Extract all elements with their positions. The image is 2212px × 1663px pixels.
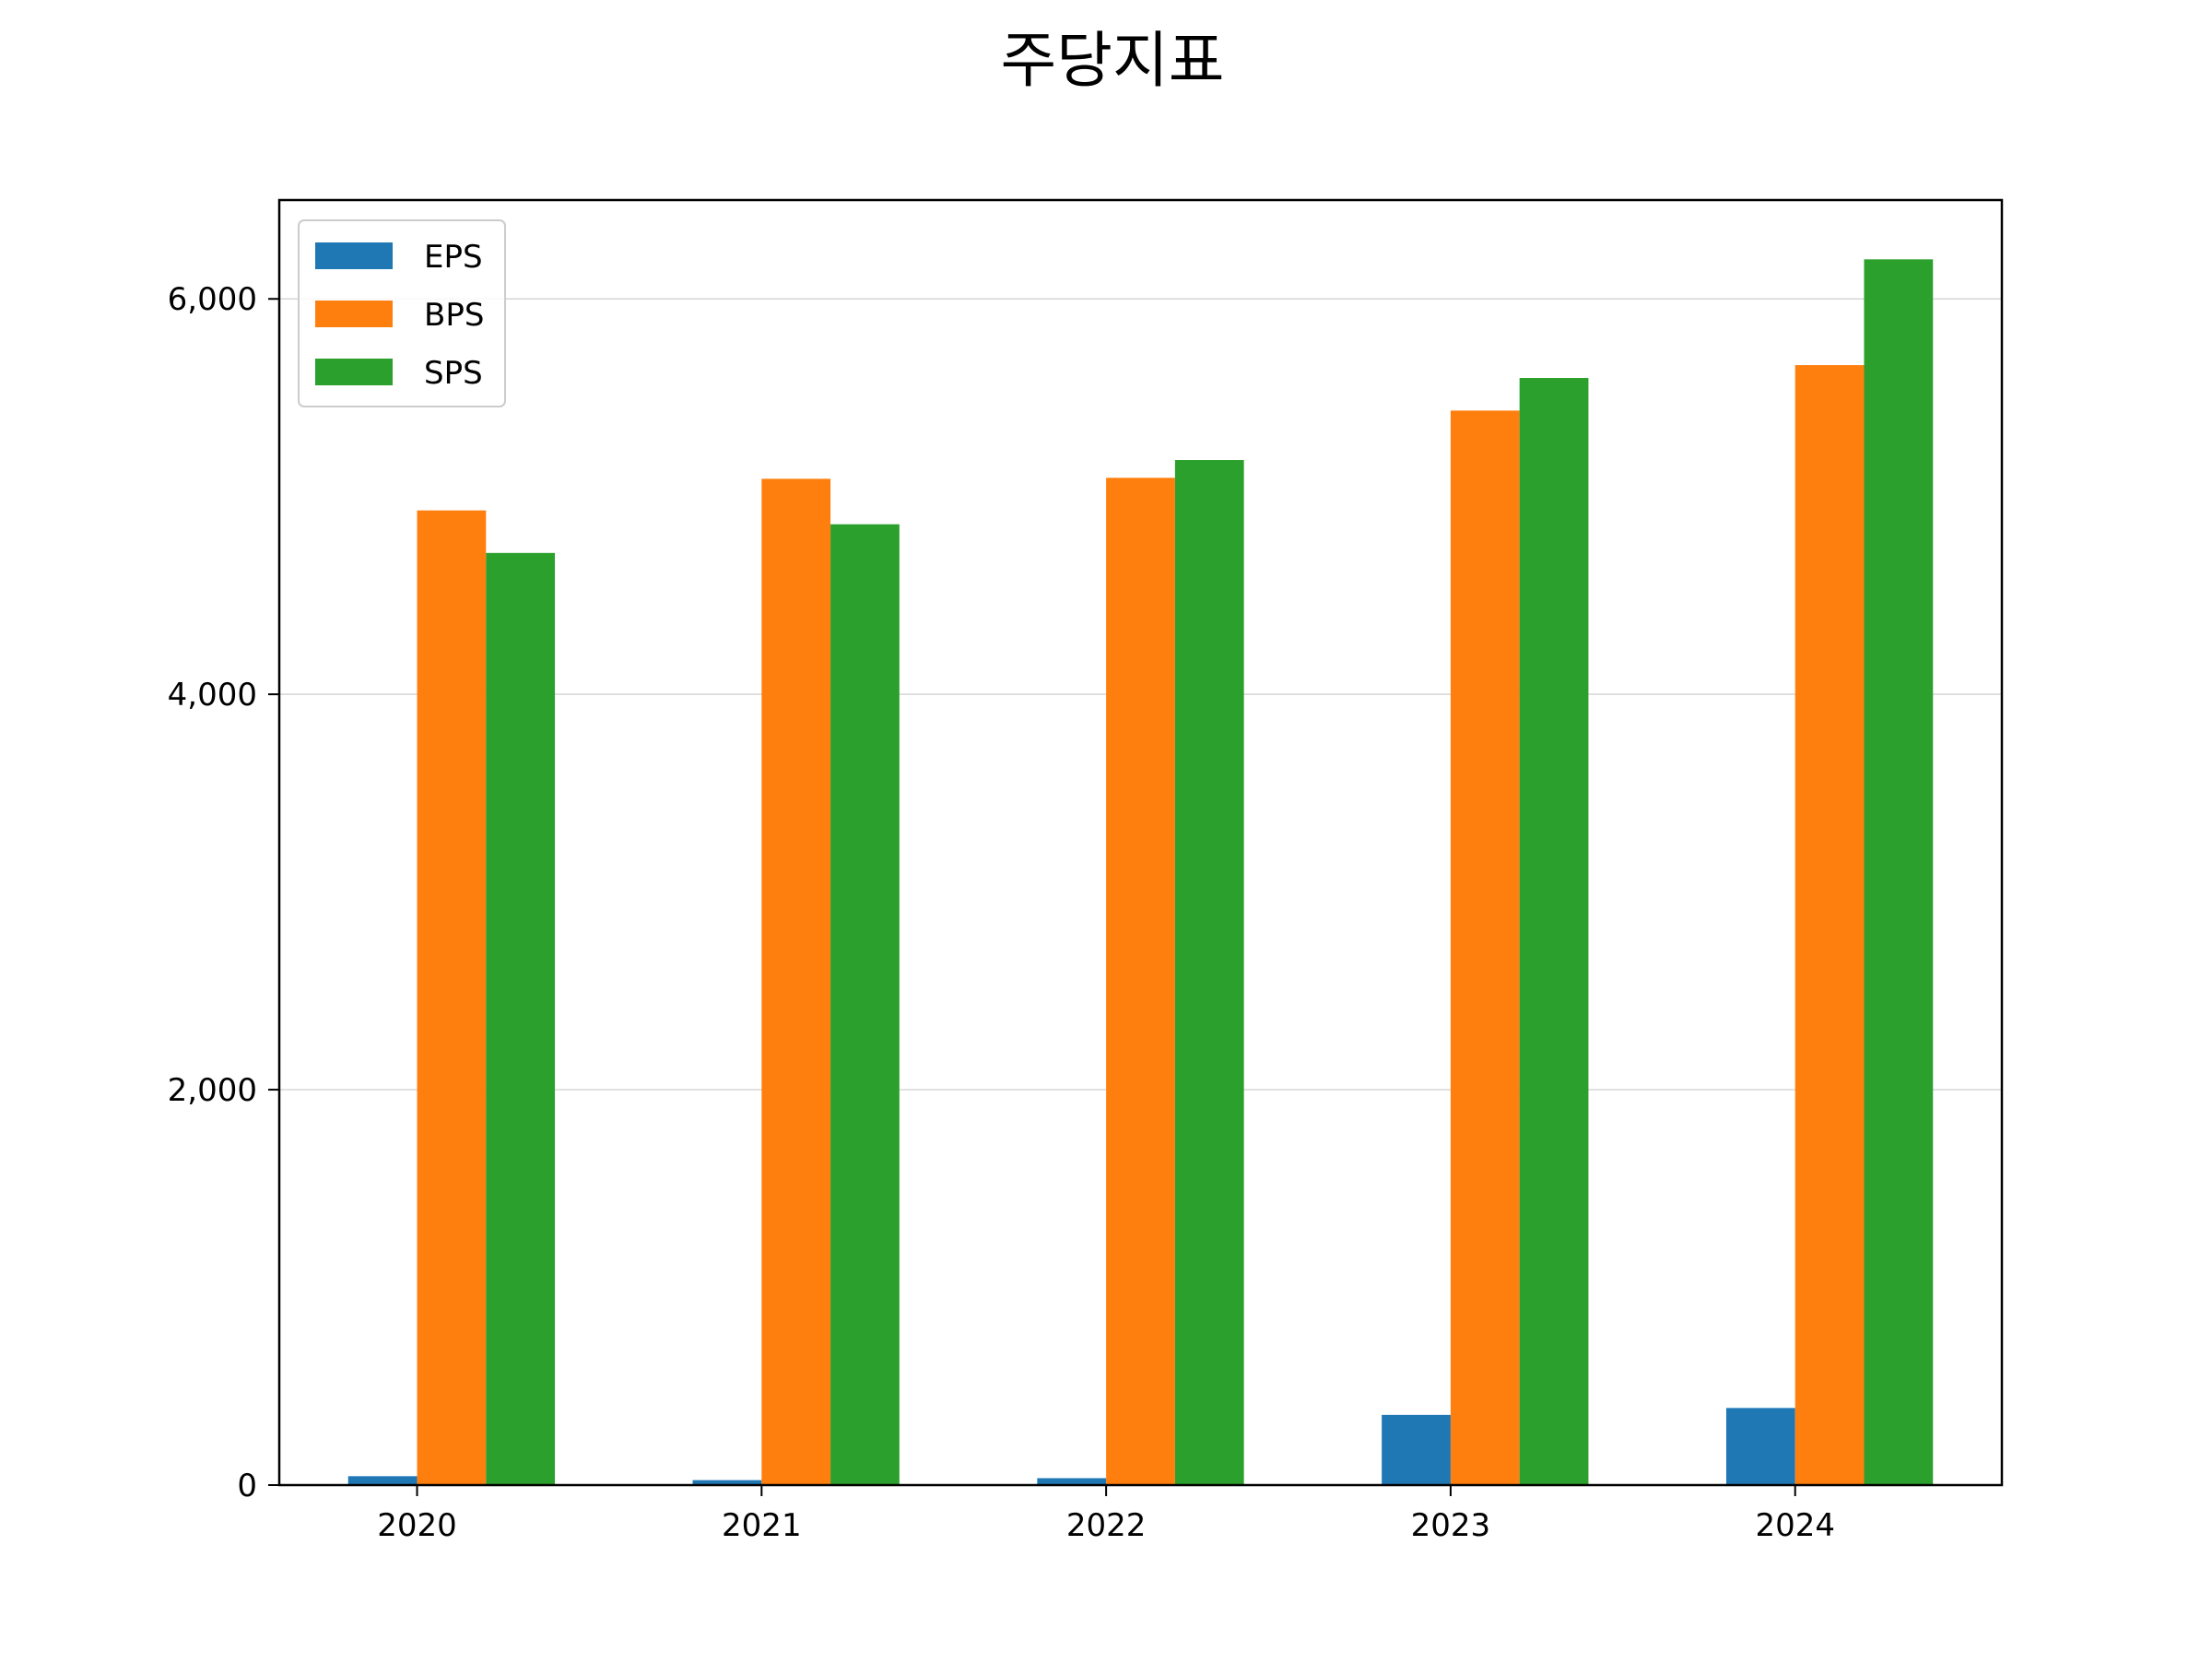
bar-eps-2023 (1382, 1414, 1451, 1485)
bar-bps-2021 (761, 478, 831, 1485)
bar-sps-2023 (1519, 378, 1589, 1485)
bar-bps-2023 (1450, 410, 1520, 1485)
bar-eps-2022 (1037, 1478, 1107, 1485)
x-tick-label: 2021 (722, 1507, 802, 1544)
x-axis: 2020 2021 2022 2023 2024 (377, 1485, 1835, 1544)
legend-swatch-bps (315, 301, 393, 327)
y-tick-label: 4,000 (168, 677, 257, 714)
bar-sps-2022 (1174, 460, 1244, 1485)
y-tick-label: 6,000 (168, 281, 257, 318)
x-tick-label: 2023 (1411, 1507, 1491, 1544)
y-axis: 0 2,000 4,000 6,000 (168, 281, 279, 1504)
bar-eps-2021 (692, 1480, 762, 1485)
bars (347, 259, 1934, 1485)
bar-eps-2020 (347, 1476, 418, 1485)
legend-swatch-eps (315, 242, 393, 269)
legend: EPS BPS SPS (298, 219, 506, 407)
bar-eps-2024 (1725, 1408, 1795, 1485)
plot-area-frame (277, 198, 2004, 1487)
chart-title: 주당지표 (1001, 25, 1225, 96)
x-tick-label: 2020 (377, 1507, 457, 1544)
bar-bps-2024 (1794, 365, 1865, 1485)
legend-label-eps: EPS (424, 239, 483, 276)
x-tick-label: 2022 (1066, 1507, 1147, 1544)
x-tick-label: 2024 (1755, 1507, 1835, 1544)
y-tick-label: 0 (237, 1468, 257, 1504)
legend-label-bps: BPS (424, 297, 484, 334)
bar-sps-2020 (486, 552, 556, 1485)
bar-bps-2022 (1106, 478, 1175, 1485)
bar-sps-2024 (1864, 259, 1934, 1485)
bar-bps-2020 (417, 510, 487, 1485)
legend-label-sps: SPS (424, 355, 483, 392)
bar-sps-2021 (830, 524, 900, 1485)
legend-swatch-sps (315, 359, 393, 385)
y-tick-label: 2,000 (168, 1072, 257, 1109)
